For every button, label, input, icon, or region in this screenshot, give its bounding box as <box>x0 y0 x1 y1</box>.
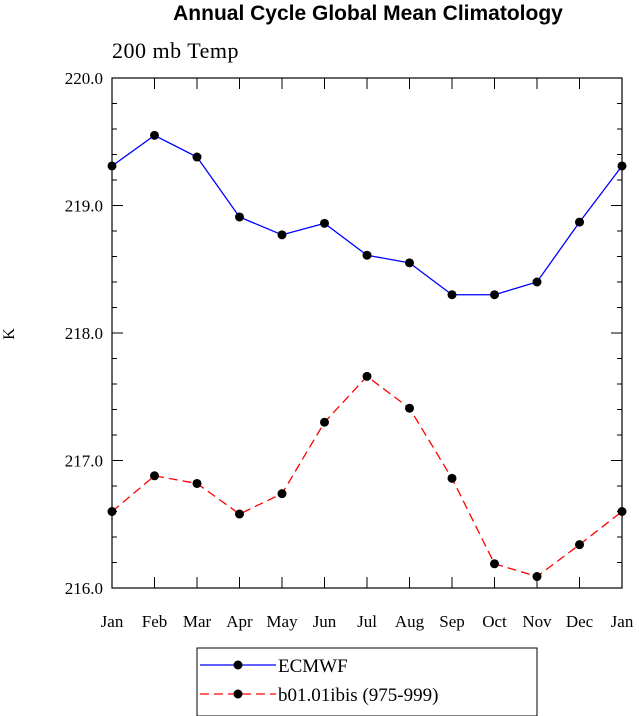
x-tick-label: Jan <box>611 612 634 631</box>
legend-marker-ecmwf <box>233 660 243 670</box>
series-1-point <box>532 572 542 582</box>
series-0-point <box>405 258 414 268</box>
series-1-point <box>447 473 457 483</box>
x-tick-label: Jan <box>101 612 124 631</box>
series-0-point <box>150 130 159 140</box>
x-tick-label: Sep <box>439 612 465 631</box>
series-0-point <box>447 290 457 300</box>
y-tick-label: 220.0 <box>65 69 103 88</box>
x-tick-label: Jun <box>313 612 337 631</box>
series-0-point <box>575 217 584 227</box>
y-tick-label: 217.0 <box>65 452 103 471</box>
series-0-point <box>490 290 499 300</box>
y-tick-label: 219.0 <box>65 197 103 216</box>
series-1-point <box>405 403 414 413</box>
x-tick-label: Mar <box>183 612 212 631</box>
x-tick-label: Nov <box>522 612 552 631</box>
x-tick-label: Dec <box>566 612 594 631</box>
series-1-point <box>277 489 287 499</box>
chart-subtitle: 200 mb Temp <box>112 38 239 63</box>
legend: ECMWF b01.01ibis (975-999) <box>196 647 538 716</box>
axis-ticks: 216.0 217.0 218.0 219.0 220.0 Jan Feb Mar Apr May… <box>65 69 634 631</box>
plot-frame <box>111 77 623 589</box>
series-0-point <box>277 230 287 240</box>
series-0-point <box>362 250 372 260</box>
x-tick-label: Feb <box>142 612 168 631</box>
series-line-1 <box>111 375 623 578</box>
series-1-point <box>320 417 329 427</box>
series-0-point <box>192 152 202 162</box>
y-tick-label: 218.0 <box>65 324 103 343</box>
series-layer <box>107 130 627 582</box>
series-0-point <box>320 218 329 228</box>
legend-label-ecmwf: ECMWF <box>278 656 348 677</box>
series-1-point <box>150 471 159 481</box>
series-line-0 <box>111 134 623 296</box>
series-1-point <box>575 540 584 550</box>
series-1-point <box>362 371 372 381</box>
x-tick-label: Aug <box>395 612 425 631</box>
chart-title: Annual Cycle Global Mean Climatology <box>173 2 563 25</box>
y-tick-label: 216.0 <box>65 579 103 598</box>
x-tick-label: Jul <box>357 612 377 631</box>
series-1-point <box>235 509 244 519</box>
x-tick-label: Oct <box>482 612 507 631</box>
legend-marker-b01-01ibis <box>233 689 243 699</box>
legend-label-b01-01ibis: b01.01ibis (975-999) <box>278 685 438 706</box>
series-1-point <box>490 559 499 569</box>
series-0-point <box>532 277 542 287</box>
x-tick-label: Apr <box>226 612 253 631</box>
series-1-point <box>192 478 202 488</box>
legend-box <box>196 647 538 716</box>
x-tick-label: May <box>266 612 298 631</box>
y-axis-label: K <box>1 328 18 340</box>
series-0-point <box>235 212 244 222</box>
